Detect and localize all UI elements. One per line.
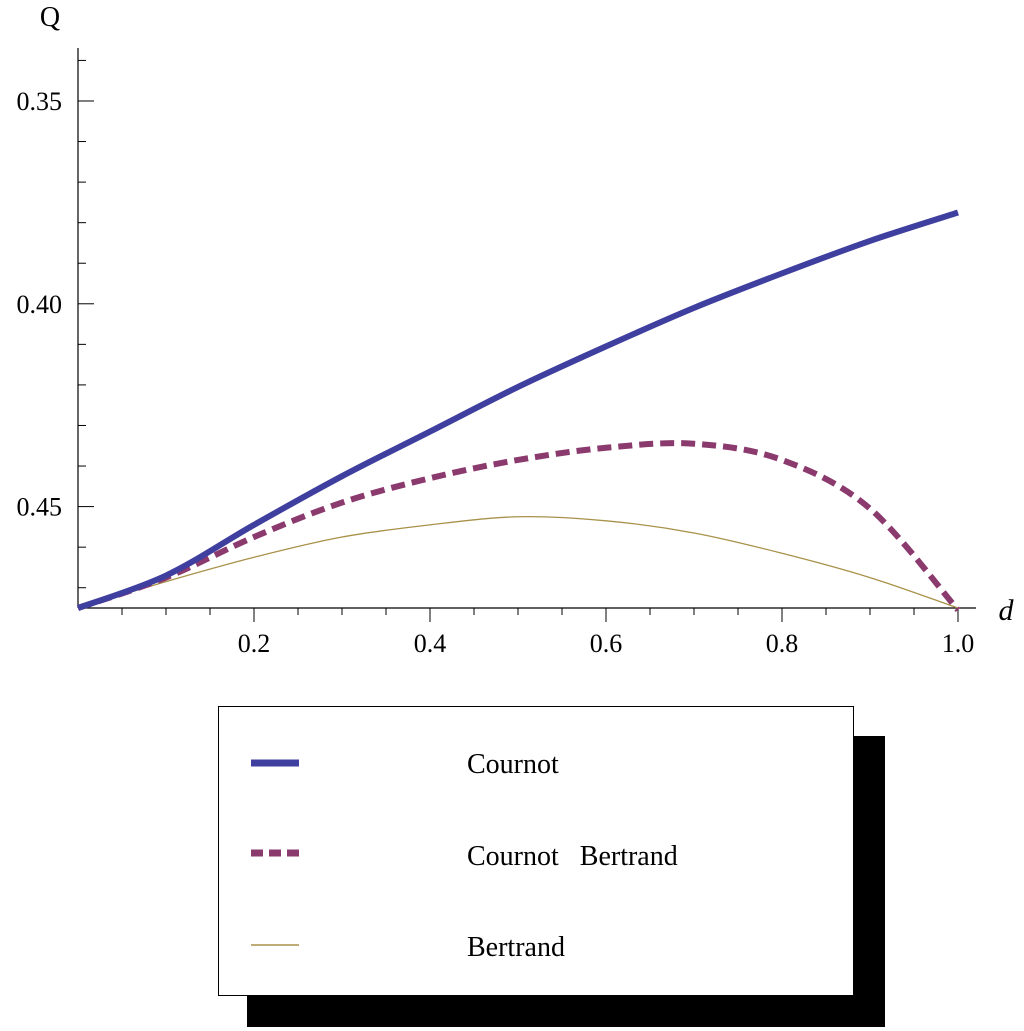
chart-plot: 0.2 0.4 0.6 0.8 1.0 0.35 0.40 0.45 Q d: [17, 2, 1015, 658]
x-tick-label: 0.2: [238, 629, 271, 658]
series-line-bertrand: [77, 515, 959, 609]
x-tick-label: 0.4: [414, 629, 447, 658]
legend: Cournot Cournot Bertrand Bertrand: [218, 706, 854, 996]
chart-axes: 0.2 0.4 0.6 0.8 1.0 0.35 0.40 0.45: [17, 48, 976, 658]
legend-swatch-cournot-bertrand: [251, 849, 299, 857]
legend-swatch-bertrand: [251, 944, 299, 946]
legend-item-bertrand: Bertrand: [219, 928, 853, 968]
legend-item-cournot-bertrand: Cournot Bertrand: [219, 837, 853, 877]
y-tick-label: 0.35: [17, 87, 63, 116]
y-axis-title: Q: [40, 2, 60, 33]
legend-label-cournot-bertrand: Cournot Bertrand: [467, 841, 678, 872]
legend-swatch-cournot: [251, 759, 299, 767]
x-axis-title: d: [999, 594, 1015, 627]
x-tick-label: 0.8: [766, 629, 799, 658]
y-tick-label: 0.45: [17, 493, 63, 522]
series-line-cournot-bertrand: [77, 440, 961, 612]
chart-series-layer: [76, 209, 961, 612]
legend-label-cournot: Cournot: [467, 749, 559, 780]
x-tick-label: 0.6: [590, 629, 623, 658]
series-line-cournot: [76, 209, 959, 611]
legend-item-cournot: Cournot: [219, 745, 853, 785]
y-tick-label: 0.40: [17, 290, 63, 319]
legend-label-bertrand: Bertrand: [467, 932, 565, 963]
x-tick-label: 1.0: [942, 629, 975, 658]
